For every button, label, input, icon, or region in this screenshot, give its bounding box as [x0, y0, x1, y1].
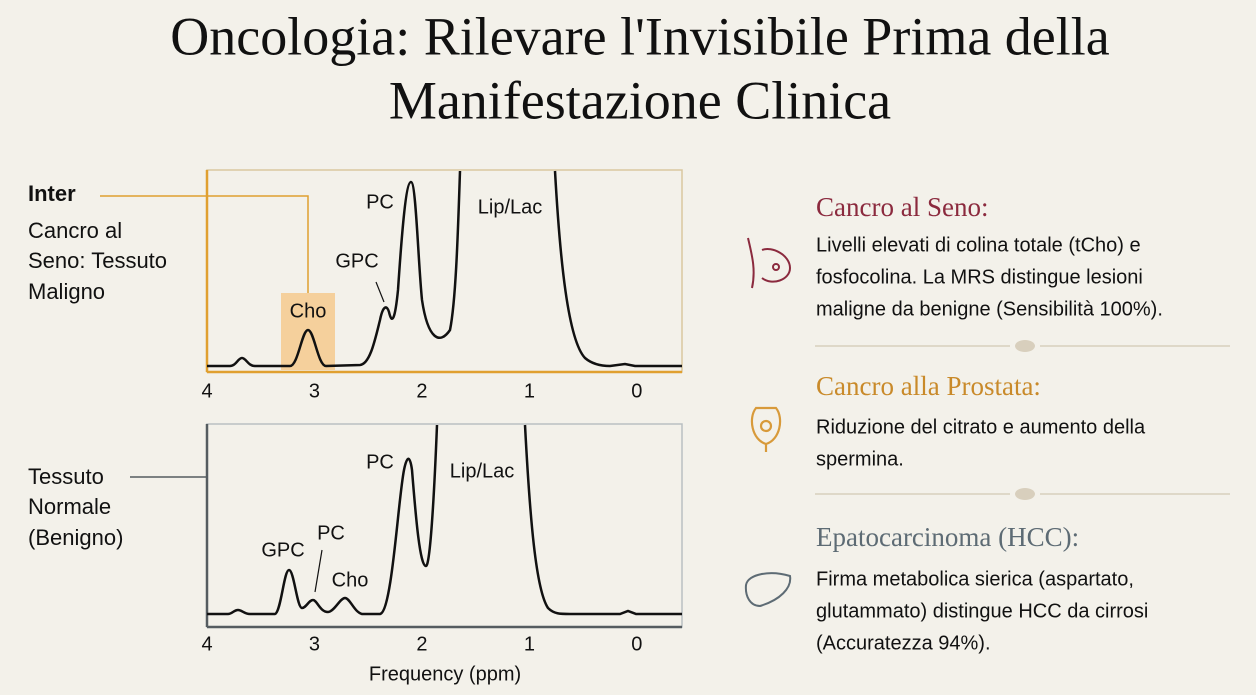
- peak-label: Lip/Lac: [450, 460, 515, 482]
- x-tick-label: 3: [309, 380, 320, 402]
- cho-highlight: [281, 293, 335, 370]
- chart-frame: [206, 423, 683, 628]
- ornament: [1015, 340, 1035, 352]
- divider: [815, 345, 1230, 495]
- item-text: maligne da benigne (Sensibilità 100%).: [816, 298, 1163, 320]
- peak-label: GPC: [335, 250, 378, 272]
- pointer: [375, 281, 385, 303]
- peak-label: Cho: [332, 569, 369, 591]
- item-text: Firma metabolica sierica (aspartato,: [816, 568, 1134, 590]
- peak-label: PC: [366, 451, 394, 473]
- x-tick-label: 3: [309, 633, 320, 655]
- peak-label: PC: [366, 191, 394, 213]
- item-text: (Accuratezza 94%).: [816, 632, 991, 654]
- ornament: [1015, 488, 1035, 500]
- spectrum-heading: Inter: [28, 181, 76, 206]
- peak-label: PC: [317, 522, 345, 544]
- connector: [100, 195, 309, 293]
- x-tick-label: 1: [524, 633, 535, 655]
- breast-icon: [747, 237, 792, 289]
- spectrum-label: Maligno: [28, 279, 105, 304]
- item-title: Cancro alla Prostata:: [816, 371, 1041, 401]
- item-text: Riduzione del citrato e aumento della: [816, 416, 1146, 438]
- item-title: Epatocarcinoma (HCC):: [816, 522, 1079, 552]
- spectrum-label: Tessuto: [28, 464, 104, 489]
- pointer: [314, 549, 323, 593]
- item-title: Cancro al Seno:: [816, 192, 988, 222]
- item-text: Livelli elevati di colina totale (tCho) …: [816, 234, 1141, 256]
- prostate-icon: [750, 406, 782, 452]
- x-tick-label: 2: [416, 633, 427, 655]
- peak-label: Cho: [290, 300, 327, 322]
- x-tick-label: 1: [524, 380, 535, 402]
- x-tick-label: 2: [416, 380, 427, 402]
- spectrum-curve: [207, 170, 682, 368]
- spectrum-label: Cancro al: [28, 218, 122, 243]
- liver-icon: [744, 572, 792, 608]
- x-axis-label: Frequency (ppm): [369, 663, 521, 685]
- spectrum-curve: [207, 424, 682, 616]
- x-tick-label: 4: [201, 633, 212, 655]
- spectrum-label: (Benigno): [28, 525, 123, 550]
- x-tick-label: 4: [201, 380, 212, 402]
- x-tick-label: 0: [631, 633, 642, 655]
- peak-label: Lip/Lac: [478, 196, 543, 218]
- item-text: glutammato) distingue HCC da cirrosi: [816, 600, 1148, 622]
- peak-label: GPC: [261, 539, 304, 561]
- chart-frame: [206, 169, 683, 373]
- title-line: Manifestazione Clinica: [389, 70, 891, 130]
- x-tick-label: 0: [631, 380, 642, 402]
- item-text: spermina.: [816, 448, 904, 470]
- item-text: fosfocolina. La MRS distingue lesioni: [816, 266, 1143, 288]
- title-line: Oncologia: Rilevare l'Invisibile Prima d…: [170, 6, 1110, 66]
- spectrum-label: Seno: Tessuto: [28, 248, 167, 273]
- spectrum-label: Normale: [28, 494, 111, 519]
